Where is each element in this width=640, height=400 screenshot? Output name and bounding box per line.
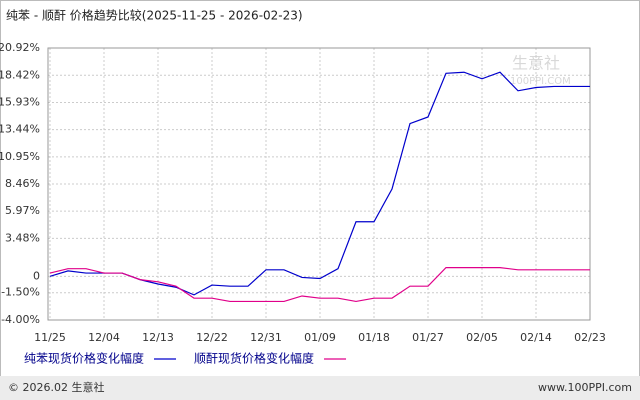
- watermark-name: 生意社: [512, 54, 560, 73]
- x-tick-label: 01/09: [304, 331, 336, 344]
- y-tick-label: 15.93%: [0, 95, 40, 108]
- plot-frame: [47, 47, 591, 321]
- footer-copyright: © 2026.02 生意社: [8, 380, 104, 394]
- x-tick-label: 02/14: [520, 331, 552, 344]
- x-tick-label: 01/27: [412, 331, 444, 344]
- x-tick-label: 02/05: [466, 331, 498, 344]
- x-tick-label: 12/22: [196, 331, 228, 344]
- x-tick-label: 12/31: [250, 331, 282, 344]
- y-tick-label: 18.42%: [0, 68, 40, 81]
- x-tick-label: 02/23: [574, 331, 606, 344]
- watermark-site: 100PPI.COM: [510, 76, 571, 87]
- y-tick-label: 3.48%: [5, 231, 40, 244]
- legend-label: 纯苯现货价格变化幅度: [24, 351, 144, 366]
- y-tick-label: 0: [33, 269, 40, 282]
- x-tick-label: 11/25: [34, 331, 66, 344]
- y-tick-label: -1.50%: [1, 286, 40, 299]
- y-tick-label: 8.46%: [5, 177, 40, 190]
- x-tick-label: 01/18: [358, 331, 390, 344]
- footer-bar: [0, 376, 640, 400]
- y-tick-label: 10.95%: [0, 150, 40, 163]
- chart-title: 纯苯 - 顺酐 价格趋势比较(2025-11-25 - 2026-02-23): [6, 8, 303, 23]
- y-tick-label: 5.97%: [5, 204, 40, 217]
- footer-site: www.100PPI.com: [538, 381, 632, 394]
- x-tick-label: 12/13: [142, 331, 174, 344]
- y-tick-label: -4.00%: [1, 313, 40, 326]
- legend-label: 顺酐现货价格变化幅度: [194, 351, 314, 366]
- y-tick-label: 13.44%: [0, 123, 40, 136]
- y-tick-label: 20.92%: [0, 41, 40, 54]
- series-line: [49, 267, 590, 303]
- x-tick-label: 12/04: [88, 331, 120, 344]
